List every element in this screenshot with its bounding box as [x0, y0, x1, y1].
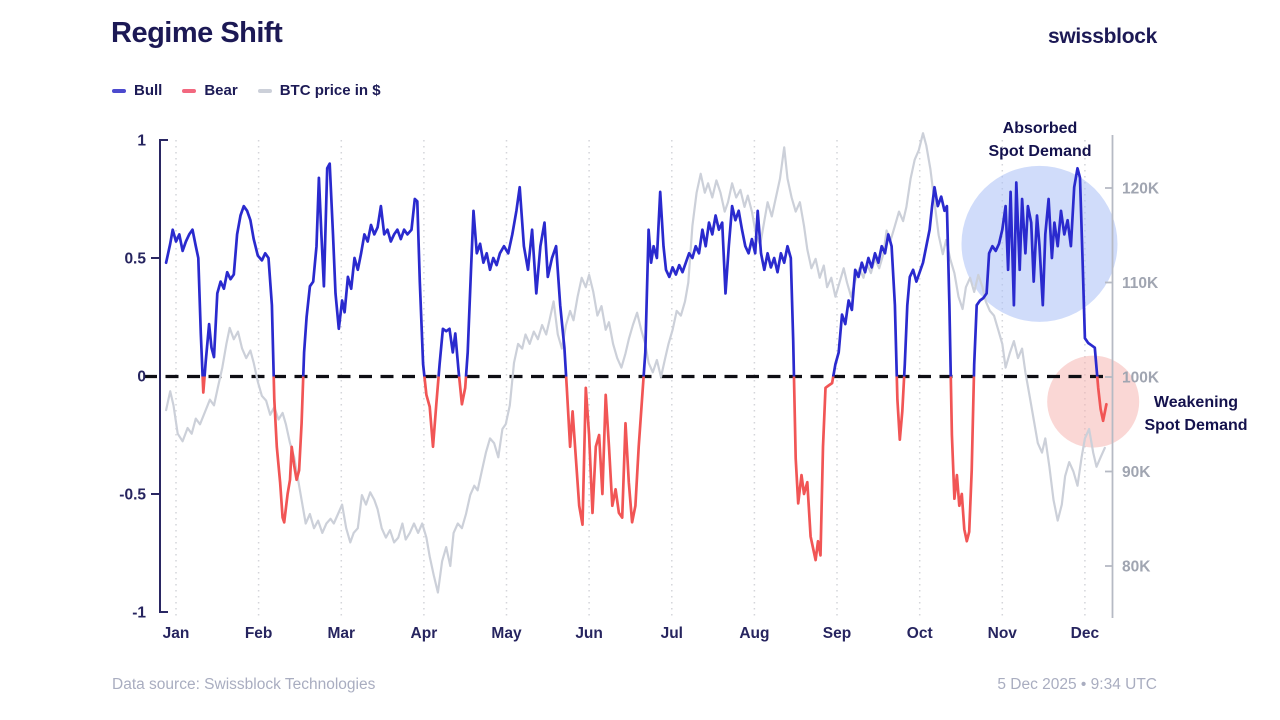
page-title: Regime Shift [111, 17, 283, 49]
right-axis-labels: 120K 110K 100K 90K 80K [1122, 181, 1160, 576]
legend-item-bull: Bull [112, 82, 162, 99]
btc-price-swatch-icon [257, 88, 272, 93]
x-axis-tick-label: Oct [907, 625, 933, 642]
annotation-line: Absorbed [1002, 120, 1078, 137]
x-axis-tick-label: Nov [988, 625, 1018, 642]
brand-logo: swissblock [1047, 25, 1157, 48]
x-axis-tick-label: Jun [575, 625, 603, 642]
x-axis-tick-label: May [491, 625, 522, 642]
timestamp-caption: 5 Dec 2025 • 9:34 UTC [997, 676, 1157, 693]
legend-label-btc-price: BTC price in $ [279, 82, 381, 99]
bear-line-swatch-icon [182, 88, 197, 93]
annotation-line: Weakening [1153, 394, 1239, 411]
x-axis-tick-label: Feb [245, 625, 273, 642]
right-axis-tick-label: 80K [1122, 559, 1151, 576]
right-axis [1105, 135, 1114, 618]
right-axis-tick-label: 120K [1122, 181, 1160, 198]
annotation-line: Spot Demand [1144, 417, 1248, 434]
x-axis-tick-label: Mar [328, 625, 356, 642]
x-axis-labels: Jan Feb Mar Apr May Jun Jul Aug Sep Oct Nov Dec [163, 625, 1100, 642]
left-axis-tick-label: -1 [132, 605, 146, 622]
x-axis-tick-label: Apr [411, 625, 438, 642]
bull-line-swatch-icon [112, 88, 126, 93]
legend-item-bear: Bear [182, 82, 238, 99]
left-axis-tick-label: 1 [137, 133, 146, 150]
weakening-spot-demand-annotation: Weakening Spot Demand [1126, 391, 1266, 437]
right-axis-tick-label: 90K [1122, 464, 1151, 481]
x-axis-tick-label: Sep [823, 625, 851, 642]
x-axis-tick-label: Dec [1071, 625, 1100, 642]
data-source-caption: Data source: Swissblock Technologies [112, 676, 376, 693]
btc-price-line [165, 132, 1106, 594]
x-axis-tick-label: Jan [163, 625, 190, 642]
annotation-line: Spot Demand [988, 143, 1092, 160]
absorbed-spot-demand-annotation: Absorbed Spot Demand [950, 117, 1130, 163]
left-axis-tick-label: -0.5 [119, 487, 146, 504]
legend-item-btc-price: BTC price in $ [257, 82, 381, 99]
x-axis-tick-label: Aug [739, 625, 769, 642]
right-axis-tick-label: 100K [1122, 370, 1160, 387]
left-axis-labels: 1 0.5 0 -0.5 -1 [119, 133, 146, 622]
right-axis-tick-label: 110K [1122, 275, 1159, 292]
left-axis-tick-label: 0 [137, 369, 146, 386]
legend-label-bear: Bear [204, 82, 238, 99]
left-axis-tick-label: 0.5 [124, 251, 146, 268]
weakening-demand-highlight-circle [1047, 355, 1140, 448]
chart-legend: Bull Bear BTC price in $ [112, 82, 381, 99]
bull-line [164, 162, 1099, 377]
legend-label-bull: Bull [134, 82, 163, 99]
x-axis-tick-label: Jul [661, 625, 683, 642]
bear-line [201, 376, 1108, 562]
left-axis [151, 139, 168, 613]
